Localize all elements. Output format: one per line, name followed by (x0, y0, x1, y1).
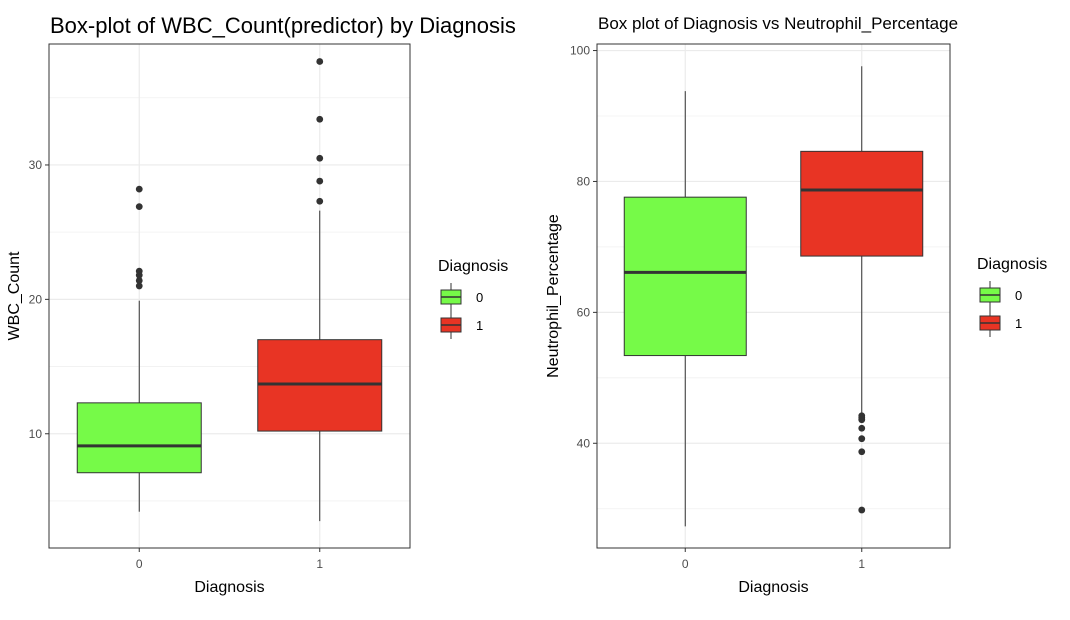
chart-title: Box-plot of WBC_Count(predictor) by Diag… (50, 13, 516, 38)
legend-label-1: 1 (476, 318, 483, 333)
panel-2: Box plot of Diagnosis vs Neutrophil_Perc… (545, 14, 1047, 596)
x-tick-label: 1 (316, 557, 323, 571)
box-group-1 (257, 58, 383, 522)
panel-1: Box-plot of WBC_Count(predictor) by Diag… (6, 13, 516, 596)
box-iqr (76, 402, 202, 474)
legend-label-0: 0 (1015, 288, 1022, 303)
outlier-point (858, 424, 866, 432)
y-tick-label: 20 (29, 292, 43, 306)
outlier-point (316, 115, 324, 123)
outlier-point (135, 185, 143, 193)
y-tick-label: 40 (577, 436, 591, 450)
chart-title: Box plot of Diagnosis vs Neutrophil_Perc… (598, 14, 958, 33)
legend: Diagnosis 0 1 (438, 258, 508, 339)
panel-border (596, 43, 951, 549)
outlier-point (135, 282, 143, 290)
box-iqr (623, 196, 747, 357)
x-axis-title: Diagnosis (738, 579, 808, 596)
y-tick-label: 80 (577, 174, 591, 188)
outlier-point (858, 506, 866, 514)
outlier-point (135, 203, 143, 211)
outlier-point (858, 412, 866, 420)
box-group-0 (76, 185, 202, 512)
outlier-point (858, 448, 866, 456)
legend-title: Diagnosis (438, 258, 508, 275)
outlier-point (858, 435, 866, 443)
y-tick-label: 100 (570, 44, 590, 58)
box-group-0 (623, 91, 747, 527)
x-tick-label: 1 (858, 557, 865, 571)
legend-label-1: 1 (1015, 316, 1022, 331)
outlier-point (316, 177, 324, 185)
y-axis-title: Neutrophil_Percentage (545, 214, 562, 378)
legend: Diagnosis 0 1 (977, 256, 1047, 337)
outlier-point (135, 267, 143, 275)
box-group-1 (800, 66, 924, 514)
box-iqr (800, 150, 924, 257)
outlier-point (316, 58, 324, 65)
legend-title: Diagnosis (977, 256, 1047, 273)
y-tick-label: 30 (29, 158, 43, 172)
y-tick-label: 60 (577, 305, 591, 319)
y-axis-title: WBC_Count (6, 251, 23, 340)
panel-border (48, 43, 411, 549)
legend-label-0: 0 (476, 290, 483, 305)
x-axis-title: Diagnosis (194, 579, 264, 596)
x-tick-label: 0 (136, 557, 143, 571)
y-tick-label: 10 (29, 427, 43, 441)
outlier-point (135, 277, 143, 284)
outlier-point (316, 197, 324, 205)
outlier-point (316, 154, 324, 162)
x-tick-label: 0 (682, 557, 689, 571)
